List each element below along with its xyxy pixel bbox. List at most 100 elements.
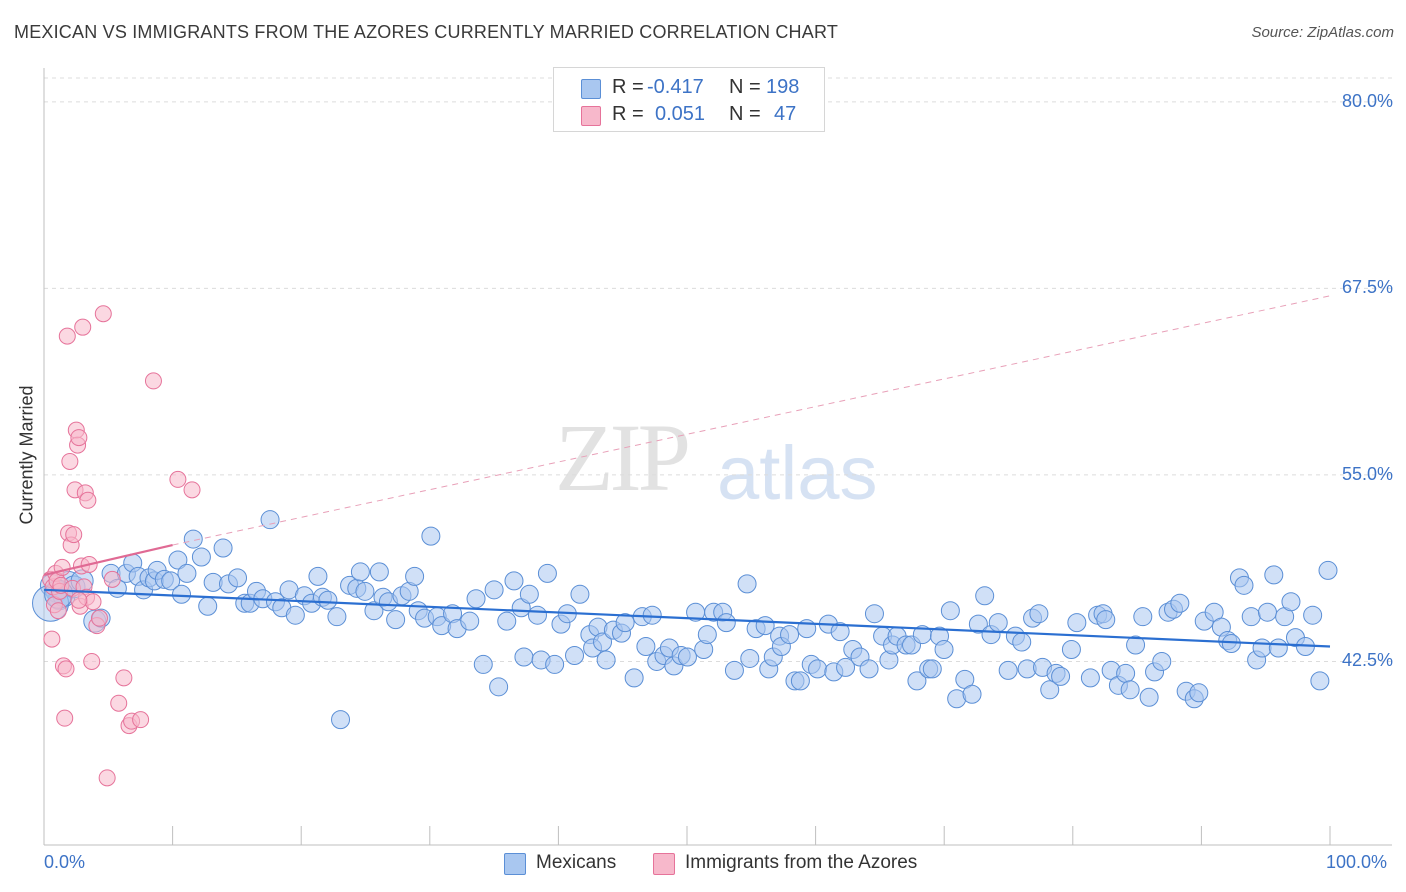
data-point-mexicans <box>1096 610 1116 630</box>
data-point-mexicans <box>183 529 203 549</box>
data-point-mexicans <box>1126 635 1146 655</box>
data-point-mexicans <box>191 547 211 567</box>
data-point-mexicans <box>350 562 370 582</box>
data-point-mexicans <box>364 601 384 621</box>
watermark-zip: ZIP <box>555 404 691 511</box>
data-point-azores <box>98 769 116 787</box>
data-point-mexicans <box>327 607 347 627</box>
data-point-mexicans <box>864 604 884 624</box>
data-point-mexicans <box>716 613 736 633</box>
data-point-mexicans <box>922 659 942 679</box>
legend-n-label: N = <box>729 103 761 125</box>
data-point-mexicans <box>504 571 524 591</box>
series-label: Immigrants from the Azores <box>685 852 918 873</box>
data-point-mexicans <box>724 660 744 680</box>
data-point-mexicans <box>369 562 389 582</box>
data-point-mexicans <box>565 645 585 665</box>
data-point-mexicans <box>285 605 305 625</box>
data-point-azores <box>79 491 97 509</box>
data-point-mexicans <box>331 710 351 730</box>
data-point-mexicans <box>260 510 280 530</box>
legend-row-mexicans: R = -0.417 N = 198 <box>554 76 824 102</box>
data-point-mexicans <box>1241 607 1261 627</box>
data-point-mexicans <box>1061 640 1081 660</box>
data-point-azores <box>94 305 112 323</box>
trend-lines <box>43 295 1331 648</box>
data-point-azores <box>58 327 76 345</box>
data-point-mexicans <box>473 654 493 674</box>
y-tick-label: 42.5% <box>1341 650 1393 671</box>
data-point-azores <box>74 318 92 336</box>
data-point-mexicans <box>697 625 717 645</box>
data-point-mexicans <box>1067 613 1087 633</box>
data-point-mexicans <box>177 563 197 583</box>
data-point-mexicans <box>1252 638 1272 658</box>
data-point-azores <box>110 694 128 712</box>
trend-line-azores-extrapolated <box>172 295 1331 546</box>
data-point-mexicans <box>1029 604 1049 624</box>
data-point-mexicans <box>172 584 192 604</box>
legend-n-value: 47 <box>774 103 797 125</box>
legend-row-azores: R = 0.051 N = 47 <box>554 103 824 129</box>
x-tick-label-max: 100.0% <box>1326 852 1388 872</box>
data-point-mexicans <box>740 648 760 668</box>
data-point-mexicans <box>1264 565 1284 585</box>
data-point-mexicans <box>497 611 517 631</box>
legend-n-label: N = <box>729 76 761 98</box>
data-point-azores <box>132 711 150 729</box>
data-point-mexicans <box>1116 663 1136 683</box>
data-point-mexicans <box>836 657 856 677</box>
watermark-atlas: atlas <box>717 431 878 516</box>
y-tick-label: 55.0% <box>1341 463 1393 484</box>
data-point-mexicans <box>737 574 757 594</box>
data-point-mexicans <box>1310 671 1330 691</box>
data-point-mexicans <box>484 580 504 600</box>
data-point-mexicans <box>1303 605 1323 625</box>
data-point-mexicans <box>161 571 181 591</box>
data-point-mexicans <box>790 671 810 691</box>
data-point-azores <box>57 660 75 678</box>
data-point-azores <box>103 570 121 588</box>
data-point-mexicans <box>1234 575 1254 595</box>
axes <box>43 68 1392 846</box>
gridlines <box>44 77 1392 662</box>
legend-r-label: R = <box>612 103 644 125</box>
data-point-azores <box>43 630 61 648</box>
data-point-azores <box>70 591 88 609</box>
data-point-mexicans <box>514 647 534 667</box>
data-point-mexicans <box>940 601 960 621</box>
series-swatch-blue <box>504 853 526 875</box>
data-point-mexicans <box>545 654 565 674</box>
series-swatch-pink <box>653 853 675 875</box>
data-point-mexicans <box>1170 593 1190 613</box>
data-point-mexicans <box>527 605 547 625</box>
data-point-mexicans <box>168 550 188 570</box>
data-point-azores <box>56 709 74 727</box>
legend-n-value: 198 <box>766 76 800 98</box>
data-point-mexicans <box>1120 680 1140 700</box>
data-point-mexicans <box>975 586 995 606</box>
data-point-azores <box>183 481 201 499</box>
legend-swatch-blue <box>581 79 601 99</box>
data-point-mexicans <box>596 650 616 670</box>
data-point-azores <box>84 593 102 611</box>
data-point-mexicans <box>1318 560 1338 580</box>
data-point-mexicans <box>519 584 539 604</box>
azores-series <box>42 305 201 787</box>
chart-title: MEXICAN VS IMMIGRANTS FROM THE AZORES CU… <box>14 22 839 42</box>
data-point-azores <box>61 452 79 470</box>
data-point-azores <box>83 652 101 670</box>
y-tick-label: 80.0% <box>1341 90 1393 111</box>
data-point-mexicans <box>228 568 248 588</box>
data-point-mexicans <box>988 613 1008 633</box>
data-point-azores <box>90 609 108 627</box>
legend-swatch-pink <box>581 106 601 126</box>
data-point-mexicans <box>830 622 850 642</box>
trend-line-azores <box>43 543 173 576</box>
data-point-azores <box>70 429 88 447</box>
data-point-mexicans <box>537 563 557 583</box>
data-point-mexicans <box>962 684 982 704</box>
data-point-mexicans <box>636 637 656 657</box>
data-point-mexicans <box>859 659 879 679</box>
